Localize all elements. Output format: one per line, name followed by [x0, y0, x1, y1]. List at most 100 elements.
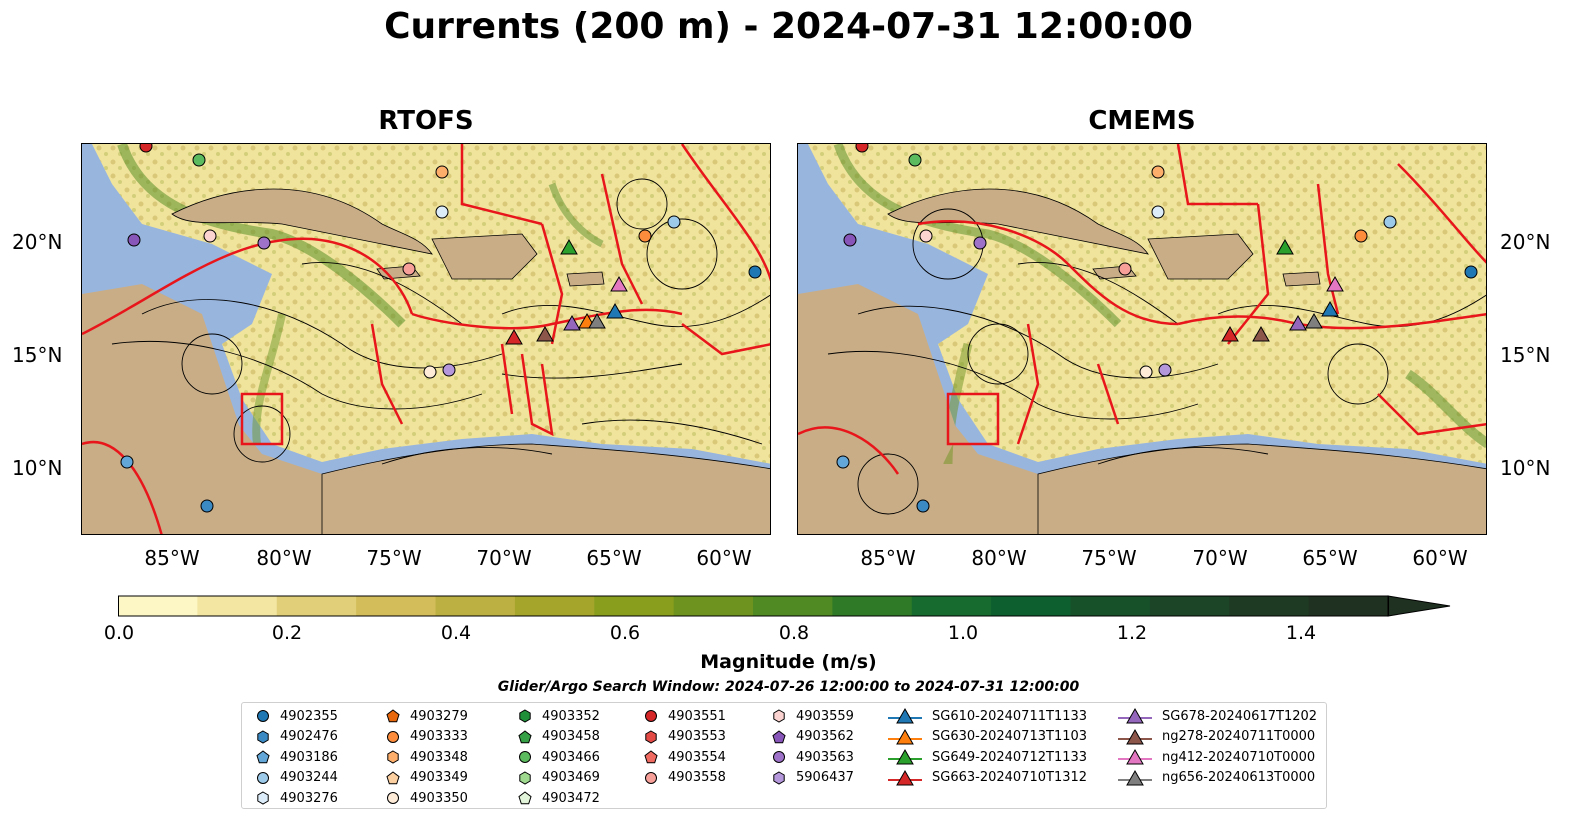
colorbar-outline	[118, 595, 1389, 617]
hexagon-marker-icon	[519, 709, 531, 723]
legend-item: SG630-20240713T1103	[888, 727, 1087, 748]
legend-item: 4903563	[768, 747, 854, 768]
legend-label: 4903244	[280, 770, 338, 786]
legend-column: 4902355 4902476 4903186 4903244 4903276	[252, 706, 338, 809]
lat-label-left-10: 10°N	[12, 456, 63, 480]
legend-item: 4903352	[514, 706, 600, 727]
legend-label: SG630-20240713T1103	[932, 729, 1088, 745]
colorbar-segment	[514, 596, 595, 616]
hexagon-marker-icon	[645, 730, 657, 744]
legend-label: 4903333	[410, 729, 468, 745]
legend-item: 4903348	[382, 747, 468, 768]
legend-item: ng656-20240613T0000	[1118, 768, 1317, 789]
legend-label: 4903469	[542, 770, 600, 786]
legend-item: 4903551	[640, 706, 726, 727]
legend-label: 5906437	[796, 770, 854, 786]
lat-label-right-15: 15°N	[1500, 343, 1551, 367]
legend-label: SG663-20240710T1312	[932, 770, 1088, 786]
map-rtofs[interactable]	[81, 143, 771, 535]
legend-label: 4903466	[542, 749, 600, 765]
circle-marker-icon	[645, 710, 657, 723]
legend-label: ng412-20240710T0000	[1162, 749, 1316, 765]
panel-title-cmems: CMEMS	[1088, 106, 1196, 136]
legend-item: 5906437	[768, 768, 854, 789]
legend-label: ng656-20240613T0000	[1162, 770, 1316, 786]
pentagon-marker-icon	[518, 791, 532, 805]
legend-item: 4903244	[252, 768, 338, 789]
colorbar-tick: 0.0	[103, 622, 135, 644]
colorbar-segment	[753, 596, 833, 616]
lon-label-right-75: 75°W	[1081, 546, 1137, 570]
legend-label: 4902476	[280, 729, 338, 745]
legend-item: SG649-20240712T1133	[888, 747, 1087, 768]
circle-marker-icon	[387, 730, 399, 743]
colorbar-extend-arrow	[1387, 595, 1451, 617]
triangle-line-marker-icon	[1118, 708, 1152, 724]
colorbar-segment	[356, 596, 437, 616]
legend-item: 4903469	[514, 768, 600, 789]
pentagon-marker-icon	[772, 730, 786, 744]
legend-label: 4903348	[410, 749, 468, 765]
colorbar-tick: 0.2	[271, 622, 303, 644]
lon-label-left-85: 85°W	[144, 546, 200, 570]
legend-label: SG649-20240712T1133	[932, 749, 1088, 765]
triangle-line-marker-icon	[1118, 728, 1152, 745]
lon-label-left-70: 70°W	[476, 546, 532, 570]
legend-label: 4902355	[280, 708, 338, 724]
circle-marker-icon	[519, 751, 531, 764]
colorbar-segment	[1149, 596, 1230, 616]
triangle-line-marker-icon	[888, 749, 922, 765]
colorbar-segment	[1070, 596, 1151, 616]
circle-marker-icon	[387, 792, 399, 805]
colorbar-tick: 0.6	[609, 622, 641, 644]
colorbar-tick: 1.0	[947, 622, 979, 644]
legend-label: ng278-20240711T0000	[1162, 729, 1316, 745]
lon-label-right-80: 80°W	[971, 546, 1027, 570]
colorbar-segment	[911, 596, 992, 616]
colorbar-label: Magnitude (m/s)	[700, 651, 877, 673]
colorbar-tick: 0.4	[440, 622, 472, 644]
legend-item: SG610-20240711T1133	[888, 706, 1087, 727]
figure-title: Currents (200 m) - 2024-07-31 12:00:00	[384, 6, 1193, 47]
colorbar-segment	[673, 596, 754, 616]
legend-label: 4903350	[410, 790, 468, 806]
map-cmems[interactable]	[797, 143, 1487, 535]
triangle-line-marker-icon	[1118, 769, 1152, 786]
legend-item: 4903333	[382, 727, 468, 748]
circle-marker-icon	[773, 751, 785, 764]
colorbar-segment	[1229, 596, 1310, 616]
legend-label: 4903276	[280, 790, 338, 806]
legend-column: SG678-20240617T1202 ng278-20240711T0000 …	[1118, 706, 1317, 788]
legend-item: 4903458	[514, 727, 600, 748]
colorbar-tick: 1.2	[1116, 622, 1148, 644]
triangle-line-marker-icon	[888, 708, 922, 724]
lon-label-right-70: 70°W	[1192, 546, 1248, 570]
lat-label-left-15: 15°N	[12, 343, 63, 367]
search-window-text: Glider/Argo Search Window: 2024-07-26 12…	[497, 679, 1080, 695]
legend-item: SG663-20240710T1312	[888, 768, 1087, 789]
legend-label: 4903563	[796, 749, 854, 765]
legend-label: 4903472	[542, 790, 600, 806]
lon-label-left-65: 65°W	[586, 546, 642, 570]
lon-label-left-75: 75°W	[366, 546, 422, 570]
lon-label-left-60: 60°W	[696, 546, 752, 570]
legend-label: 4903551	[668, 708, 726, 724]
lat-label-right-10: 10°N	[1500, 456, 1551, 480]
legend-item: 4903279	[382, 706, 468, 727]
lon-label-right-85: 85°W	[860, 546, 916, 570]
colorbar-tick: 1.4	[1285, 622, 1317, 644]
colorbar-segment	[1308, 596, 1389, 616]
legend-item: 4903562	[768, 727, 854, 748]
legend-item: 4903554	[640, 747, 726, 768]
legend-item: 4903558	[640, 768, 726, 789]
legend-label: 4903279	[410, 708, 468, 724]
legend-label: 4903553	[668, 729, 726, 745]
legend-item: 4903350	[382, 788, 468, 809]
lat-label-right-20: 20°N	[1500, 230, 1551, 254]
colorbar-segment	[832, 596, 913, 616]
legend-label: 4903349	[410, 770, 468, 786]
colorbar-segment	[594, 596, 675, 616]
legend-item: ng412-20240710T0000	[1118, 747, 1317, 768]
colorbar	[118, 595, 1458, 621]
colorbar-segment	[118, 596, 198, 616]
